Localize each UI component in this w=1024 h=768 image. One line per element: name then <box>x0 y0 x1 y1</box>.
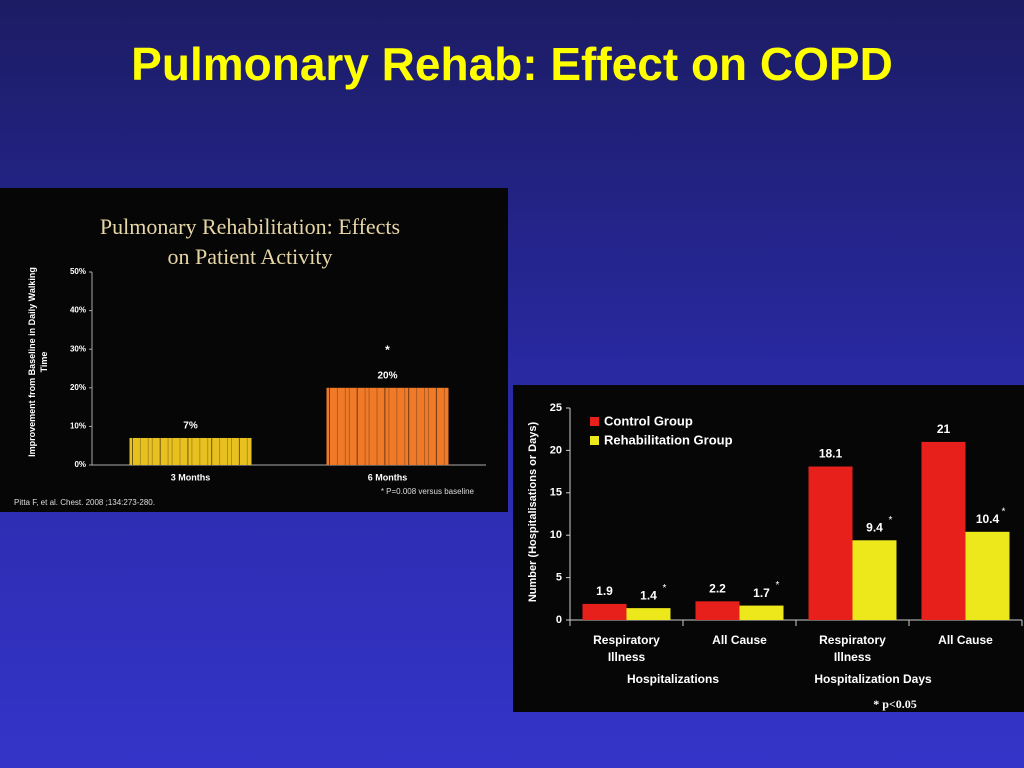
value-label: 18.1 <box>819 447 843 461</box>
value-label: 21 <box>937 422 951 436</box>
legend-swatch <box>590 417 599 426</box>
slide-title: Pulmonary Rehab: Effect on COPD <box>131 38 893 90</box>
y-tick-label: 5 <box>556 572 562 584</box>
bar <box>129 437 252 465</box>
x-tick-label: Respiratory Illness <box>593 633 660 664</box>
significance-mark: * <box>1002 506 1006 517</box>
y-tick-label: 20% <box>70 383 86 392</box>
legend-label: Rehabilitation Group <box>604 432 733 447</box>
value-label: 2.2 <box>709 582 726 596</box>
value-label: 1.4 <box>640 588 657 602</box>
note: * P=0.008 versus baseline <box>381 487 475 496</box>
x-tick-label: 6 Months <box>368 472 408 482</box>
legend-label: Control Group <box>604 413 693 428</box>
bar <box>852 540 897 620</box>
bar <box>582 603 627 620</box>
significance-mark: * <box>889 515 893 526</box>
y-tick-label: 15 <box>550 487 562 499</box>
x-tick-label: 3 Months <box>171 472 211 482</box>
y-tick-label: 40% <box>70 306 86 315</box>
legend-swatch <box>590 436 599 445</box>
y-axis-label: Improvement from Baseline in Daily Walki… <box>27 267 49 457</box>
y-tick-label: 30% <box>70 344 86 353</box>
y-tick-label: 10% <box>70 422 86 431</box>
value-label: 1.9 <box>596 584 613 598</box>
significance-mark: * <box>663 583 667 594</box>
value-label: 1.7 <box>753 586 770 600</box>
y-tick-label: 25 <box>550 402 562 414</box>
value-label: 9.4 <box>866 520 883 534</box>
x-tick-label: All Cause <box>712 633 767 647</box>
group-label: Hospitalizations <box>627 672 719 686</box>
group-label: Hospitalization Days <box>814 672 932 686</box>
value-label: 20% <box>377 370 397 381</box>
significance-mark: * <box>776 580 780 591</box>
y-tick-label: 50% <box>70 267 86 276</box>
value-label: 10.4 <box>976 512 1000 526</box>
x-tick-label: All Cause <box>938 633 993 647</box>
y-tick-label: 20 <box>550 444 562 456</box>
source: Pitta F, et al. Chest. 2008 ;134:273-280… <box>14 498 155 507</box>
note: * p<0.05 <box>873 697 917 711</box>
y-tick-label: 10 <box>550 529 562 541</box>
chart-title: Pulmonary Rehabilitation: Effects on Pat… <box>99 214 401 269</box>
annotation: * <box>385 343 390 357</box>
bar <box>739 605 784 620</box>
bar <box>965 531 1010 620</box>
x-tick-label: Respiratory Illness <box>819 633 886 664</box>
bar <box>695 601 740 620</box>
bar <box>808 466 853 620</box>
bar <box>626 608 671 620</box>
bar <box>921 441 966 620</box>
y-tick-label: 0% <box>74 460 86 469</box>
value-label: 7% <box>183 421 198 432</box>
y-axis-label: Number (Hospitalisations or Days) <box>527 421 539 603</box>
bar <box>326 387 449 465</box>
y-tick-label: 0 <box>556 614 562 626</box>
